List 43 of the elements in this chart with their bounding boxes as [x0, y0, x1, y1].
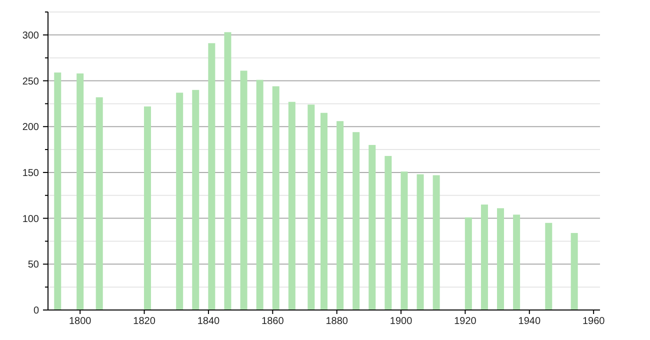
- bar: [384, 156, 392, 310]
- bar: [368, 144, 376, 310]
- y-tick-label: 300: [22, 30, 40, 42]
- x-tick-label: 1800: [68, 316, 92, 327]
- bar: [288, 102, 296, 310]
- x-tick-label: 1840: [197, 316, 220, 327]
- y-tick-label: 0: [33, 306, 40, 316]
- bar: [192, 90, 200, 310]
- bar: [272, 86, 280, 310]
- bar: [240, 70, 248, 310]
- bar: [76, 73, 84, 310]
- bar: [144, 106, 151, 310]
- bar: [96, 97, 103, 310]
- bar: [513, 214, 520, 310]
- bar: [256, 80, 264, 310]
- x-tick-label: 1920: [454, 316, 477, 327]
- bar: [432, 175, 440, 310]
- x-tick-label: 1820: [133, 316, 156, 327]
- x-tick-label: 1940: [518, 316, 541, 327]
- bar: [208, 43, 216, 310]
- x-tick-label: 1860: [262, 316, 284, 327]
- y-tick-label: 50: [28, 260, 40, 271]
- x-tick-label: 1960: [582, 316, 606, 327]
- bar: [416, 174, 424, 310]
- x-tick-label: 1880: [326, 316, 348, 327]
- y-tick-label: 100: [22, 214, 40, 225]
- bar: [400, 172, 408, 310]
- bar: [480, 204, 488, 310]
- bar: [224, 32, 232, 310]
- bar: [336, 121, 344, 310]
- y-tick-label: 200: [22, 122, 40, 134]
- bar: [176, 92, 184, 310]
- bar: [352, 132, 360, 310]
- bar: [54, 72, 62, 310]
- bar: [308, 104, 315, 310]
- bar: [464, 217, 472, 310]
- y-tick-label: 250: [22, 76, 40, 88]
- bar: [497, 208, 504, 310]
- bar: [570, 232, 578, 310]
- y-tick-label: 150: [22, 168, 40, 179]
- x-tick-label: 1900: [390, 316, 413, 327]
- bar: [320, 112, 328, 310]
- bar: [545, 222, 552, 310]
